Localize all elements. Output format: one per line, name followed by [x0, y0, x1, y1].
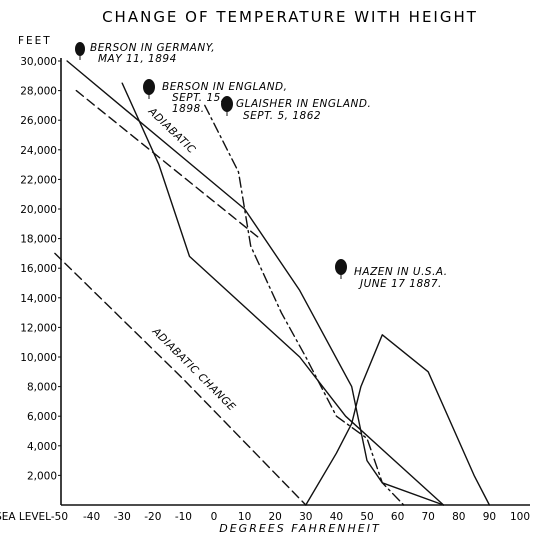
y-tick-label: 10,000 [20, 352, 57, 364]
x-tick-label: 40 [330, 511, 343, 523]
label-line: HAZEN IN U.S.A. [354, 266, 448, 278]
balloon-icon-hazen-usa [335, 259, 347, 279]
label-berson-germany: BERSON IN GERMANY, MAY 11, 1894 [90, 42, 215, 65]
balloon-icon-glaisher-england [221, 96, 233, 116]
label-berson-england: BERSON IN ENGLAND, SEPT. 15, 1898. [162, 81, 287, 115]
x-tick-label: 60 [391, 511, 404, 523]
y-tick-label: 8,000 [27, 382, 57, 394]
label-line: GLAISHER IN ENGLAND. [236, 98, 371, 110]
x-tick-label: -30 [114, 511, 131, 523]
y-tick-label: 20,000 [20, 204, 57, 216]
y-axis-label: FEET [18, 35, 52, 47]
x-tick-label: -40 [83, 511, 100, 523]
y-tick-label: 12,000 [20, 322, 57, 334]
y-tick-label: 28,000 [20, 86, 57, 98]
label-line: MAY 11, 1894 [98, 53, 177, 65]
x-tick-label: 20 [269, 511, 282, 523]
y-tick-labels: 2,000 4,000 6,000 8,000 10,000 12,000 14,000 16… [20, 56, 61, 482]
y-tick-label: 6,000 [27, 411, 57, 423]
label-line: BERSON IN GERMANY, [90, 42, 215, 54]
y-tick-label: 14,000 [20, 293, 57, 305]
label-hazen-usa: HAZEN IN U.S.A. JUNE 17 1887. [354, 266, 448, 290]
x-tick-label: 0 [211, 511, 218, 523]
label-line: SEPT. 15, [172, 92, 225, 104]
x-tick-label: -10 [175, 511, 192, 523]
x-tick-labels: SEA LEVEL-50 -40 -30 -20 -10 0 10 20 30 40 50 60 70 8… [0, 511, 530, 523]
series-line-5 [305, 334, 491, 506]
x-tick-label: SEA LEVEL-50 [0, 511, 68, 523]
chart-title: CHANGE OF TEMPERATURE WITH HEIGHT [102, 8, 478, 26]
x-tick-label: 50 [360, 511, 373, 523]
y-tick-label: 2,000 [27, 470, 57, 482]
x-tick-label: 10 [238, 511, 251, 523]
x-tick-label: -20 [144, 511, 161, 523]
y-tick-label: 30,000 [20, 56, 57, 68]
y-tick-label: 24,000 [20, 145, 57, 157]
y-tick-label: 16,000 [20, 263, 57, 275]
series-line-0 [54, 252, 307, 506]
y-tick-label: 22,000 [20, 174, 57, 186]
label-line: BERSON IN ENGLAND, [162, 81, 287, 93]
x-tick-label: 100 [510, 511, 530, 523]
y-tick-label: 18,000 [20, 234, 57, 246]
x-tick-label: 70 [422, 511, 435, 523]
series-line-1 [75, 89, 261, 240]
series-line-4 [204, 104, 405, 506]
label-line: JUNE 17 1887. [358, 278, 442, 290]
label-glaisher-england: GLAISHER IN ENGLAND. SEPT. 5, 1862 [236, 98, 371, 122]
balloon-icon-berson-england [143, 79, 155, 99]
balloon-icon-berson-germany [75, 42, 85, 60]
y-tick-label: 26,000 [20, 115, 57, 127]
series-layer [54, 60, 491, 506]
x-tick-label: 90 [483, 511, 496, 523]
series-line-3 [121, 82, 445, 506]
label-line: 1898. [172, 103, 205, 115]
x-tick-label: 30 [299, 511, 312, 523]
label-adiabatic-change: ADIABATIC CHANGE [149, 325, 238, 414]
y-tick-label: 4,000 [27, 441, 57, 453]
label-line: SEPT. 5, 1862 [243, 110, 321, 122]
x-axis-label: DEGREES FAHRENHEIT [219, 522, 380, 535]
x-tick-label: 80 [452, 511, 465, 523]
